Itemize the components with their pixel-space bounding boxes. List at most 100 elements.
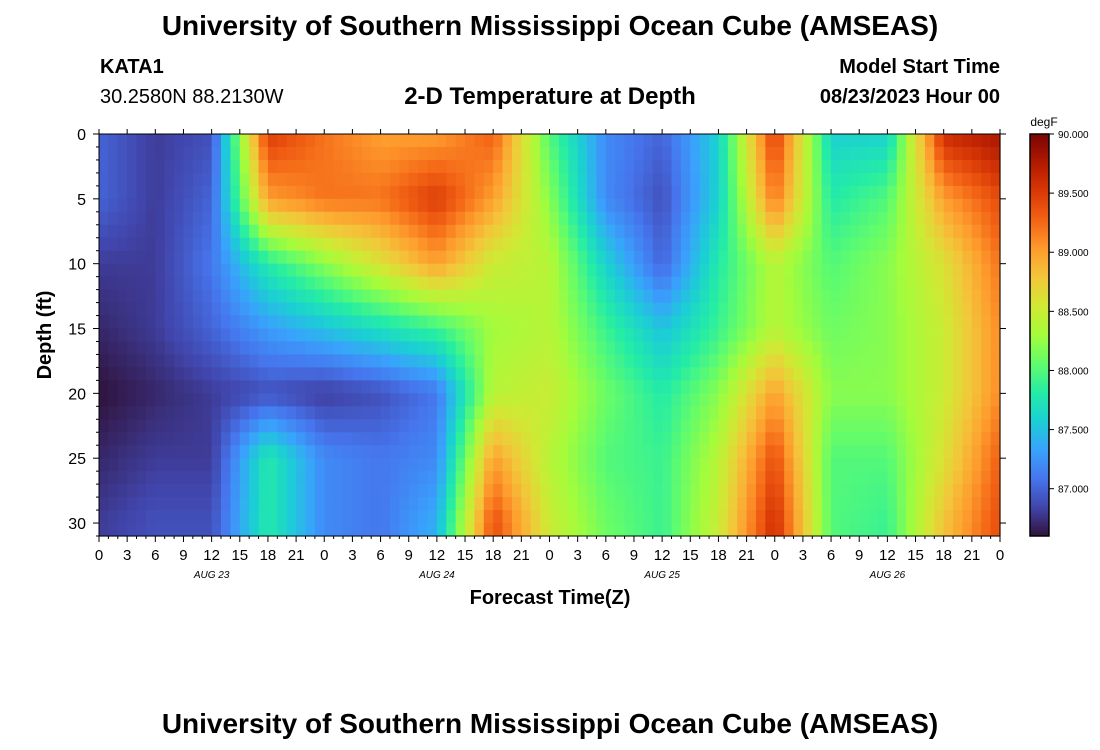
x-tick-label: 3 <box>123 547 131 564</box>
heatmap-cell <box>943 341 954 356</box>
heatmap-cell <box>483 302 494 317</box>
heatmap-cell <box>511 432 522 446</box>
x-tick-label: 18 <box>260 547 277 564</box>
heatmap-cell <box>812 471 823 485</box>
heatmap-cell <box>314 315 325 330</box>
heatmap-cell <box>699 250 710 265</box>
heatmap-cell <box>596 497 607 511</box>
heatmap-cell <box>389 224 400 239</box>
heatmap-cell <box>793 198 804 213</box>
heatmap-cell <box>474 134 485 148</box>
heatmap-cell <box>887 250 898 265</box>
heatmap-cell <box>680 302 691 317</box>
heatmap-cell <box>145 367 156 381</box>
heatmap-cell <box>680 276 691 291</box>
heatmap-cell <box>305 354 316 369</box>
heatmap-cell <box>662 510 673 524</box>
heatmap-cell <box>934 146 945 161</box>
heatmap-cell <box>971 289 982 304</box>
heatmap-cell <box>868 134 879 148</box>
heatmap-cell <box>389 276 400 291</box>
heatmap-cell <box>962 393 973 407</box>
heatmap-cell <box>812 198 823 213</box>
heatmap-cell <box>746 276 757 291</box>
heatmap-cell <box>418 224 429 239</box>
heatmap-cell <box>202 471 213 485</box>
heatmap-cell <box>981 302 992 317</box>
heatmap-cell <box>643 328 654 343</box>
heatmap-cell <box>380 510 391 524</box>
heatmap-cell <box>258 224 269 239</box>
heatmap-cell <box>389 146 400 161</box>
heatmap-cell <box>267 367 278 381</box>
heatmap-cell <box>709 159 720 174</box>
heatmap-cell <box>221 276 231 291</box>
heatmap-cell <box>230 250 241 265</box>
heatmap-cell <box>727 289 738 304</box>
heatmap-cell <box>793 237 804 252</box>
heatmap-cell <box>680 315 691 330</box>
heatmap-cell <box>192 484 203 498</box>
heatmap-cell <box>718 497 729 511</box>
heatmap-cell <box>493 134 504 148</box>
heatmap-cell <box>971 367 982 381</box>
heatmap-cell <box>436 523 447 537</box>
heatmap-cell <box>352 484 363 498</box>
heatmap-cell <box>521 341 532 356</box>
heatmap-cell <box>868 432 879 446</box>
heatmap-cell <box>981 380 992 394</box>
heatmap-cell <box>784 134 795 148</box>
heatmap-cell <box>906 458 917 472</box>
heatmap-cell <box>718 341 729 356</box>
heatmap-cell <box>915 393 926 407</box>
heatmap-cell <box>511 497 522 511</box>
heatmap-cell <box>953 224 964 239</box>
heatmap-cell <box>831 198 842 213</box>
heatmap-cell <box>465 445 476 459</box>
heatmap-cell <box>361 393 372 407</box>
heatmap-cell <box>202 224 213 239</box>
heatmap-cell <box>465 354 476 369</box>
heatmap-cell <box>915 146 926 161</box>
heatmap-cell <box>333 341 344 356</box>
heatmap-cell <box>164 224 175 239</box>
heatmap-cell <box>906 263 917 278</box>
heatmap-cell <box>502 250 513 265</box>
heatmap-cell <box>343 523 354 537</box>
heatmap-cell <box>286 211 297 226</box>
colorbar-tick-label: 87.500 <box>1058 426 1089 437</box>
heatmap-cell <box>652 237 663 252</box>
heatmap-cell <box>230 276 241 291</box>
heatmap-cell <box>446 211 457 226</box>
heatmap-cell <box>690 523 701 537</box>
heatmap-cell <box>493 159 504 174</box>
heatmap-cell <box>127 328 138 343</box>
heatmap-cell <box>502 484 513 498</box>
heatmap-cell <box>624 341 635 356</box>
heatmap-cell <box>296 497 307 511</box>
heatmap-cell <box>812 172 823 187</box>
heatmap-cell <box>774 263 785 278</box>
heatmap-cell <box>924 432 935 446</box>
heatmap-cell <box>474 354 485 369</box>
heatmap-cell <box>915 458 926 472</box>
heatmap-cell <box>333 276 344 291</box>
heatmap-cell <box>399 276 410 291</box>
heatmap-cell <box>455 484 466 498</box>
heatmap-cell <box>361 172 372 187</box>
heatmap-cell <box>145 471 156 485</box>
heatmap-cell <box>821 134 832 148</box>
heatmap-cell <box>99 302 109 317</box>
heatmap-cell <box>389 432 400 446</box>
heatmap-cell <box>605 315 616 330</box>
heatmap-cell <box>718 445 729 459</box>
heatmap-cell <box>596 419 607 433</box>
heatmap-cell <box>296 341 307 356</box>
heatmap-cell <box>915 185 926 200</box>
heatmap-cell <box>455 367 466 381</box>
heatmap-cell <box>699 497 710 511</box>
heatmap-cell <box>389 484 400 498</box>
heatmap-cell <box>305 510 316 524</box>
heatmap-cell <box>605 172 616 187</box>
heatmap-cell <box>286 146 297 161</box>
